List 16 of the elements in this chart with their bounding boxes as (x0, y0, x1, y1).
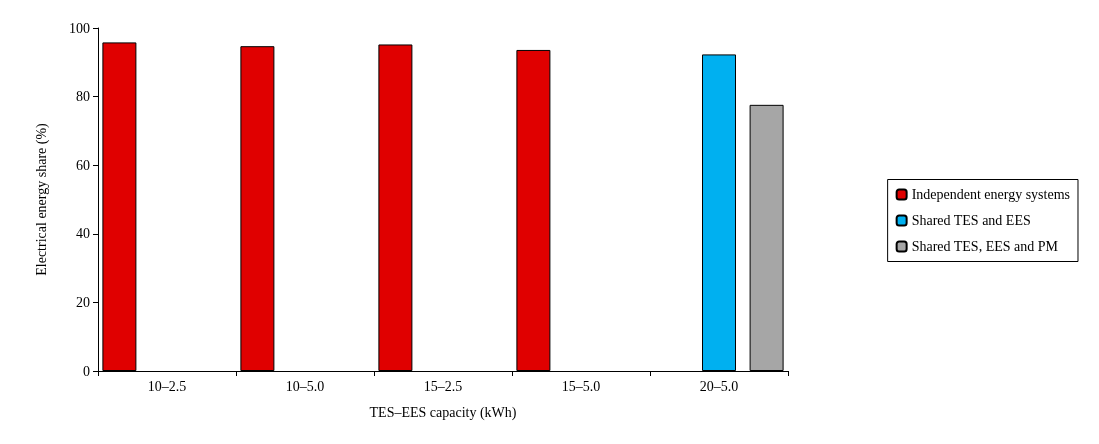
y-tick-label: 0 (83, 363, 90, 379)
x-axis-title: TES–EES capacity (kWh) (369, 404, 517, 421)
x-tick-label: 20–5.0 (699, 378, 739, 394)
y-tick-label: 20 (76, 294, 90, 310)
y-tick-label: 40 (76, 226, 90, 242)
x-tick-label: 10–2.5 (147, 378, 187, 394)
y-axis-title: Electrical energy share (%) (33, 122, 50, 276)
y-tick-label: 100 (69, 20, 90, 36)
legend-label: Independent energy systems (911, 187, 1071, 202)
legend-label: Shared TES, EES and PM (911, 239, 1059, 254)
y-tick-label: 60 (76, 157, 90, 173)
y-tick-label: 80 (76, 89, 90, 105)
x-tick-label: 15–5.0 (561, 378, 601, 394)
legend-label: Shared TES and EES (911, 213, 1031, 228)
x-tick-label: 10–5.0 (285, 378, 325, 394)
x-tick-label: 15–2.5 (423, 378, 463, 394)
